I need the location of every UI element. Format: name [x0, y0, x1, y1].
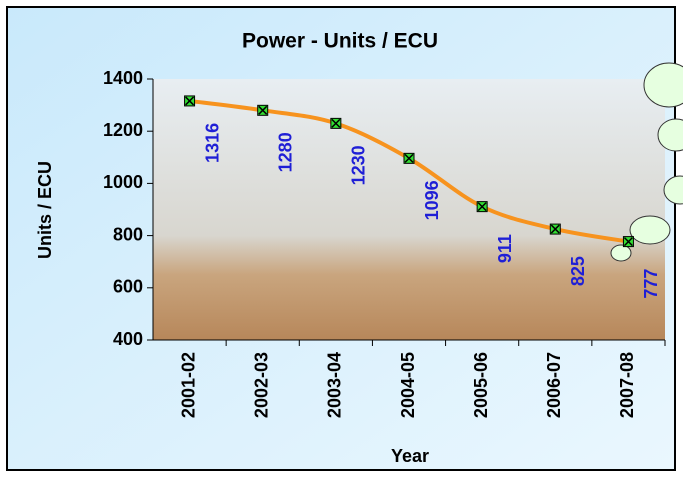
- x-tick-label: 2006-07: [544, 352, 564, 418]
- data-label: 1230: [349, 145, 369, 185]
- y-axis-title: Units / ECU: [35, 161, 55, 259]
- x-axis-title: Year: [391, 446, 429, 466]
- x-tick-label: 2005-06: [471, 352, 491, 418]
- y-tick-label: 800: [113, 224, 143, 244]
- y-tick-label: 1000: [103, 172, 143, 192]
- x-tick-label: 2001-02: [178, 352, 198, 418]
- x-tick-label: 2002-03: [251, 352, 271, 418]
- plot-area: [153, 79, 665, 340]
- x-tick-label: 2004-05: [398, 352, 418, 418]
- data-label: 1280: [275, 132, 295, 172]
- data-label: 1096: [422, 180, 442, 220]
- x-tick-label: 2007-08: [617, 352, 637, 418]
- y-tick-label: 400: [113, 329, 143, 349]
- x-tick-label: 2003-04: [325, 352, 345, 418]
- y-tick-label: 1400: [103, 68, 143, 88]
- y-tick-label: 1200: [103, 120, 143, 140]
- data-label: 825: [568, 256, 588, 286]
- data-label: 911: [495, 234, 515, 263]
- chart: Power - Units / ECU Units / ECU Year 400…: [0, 0, 683, 477]
- y-tick-label: 600: [113, 277, 143, 297]
- data-label: 777: [641, 269, 661, 299]
- data-label: 1316: [202, 123, 222, 163]
- chart-title: Power - Units / ECU: [242, 30, 438, 53]
